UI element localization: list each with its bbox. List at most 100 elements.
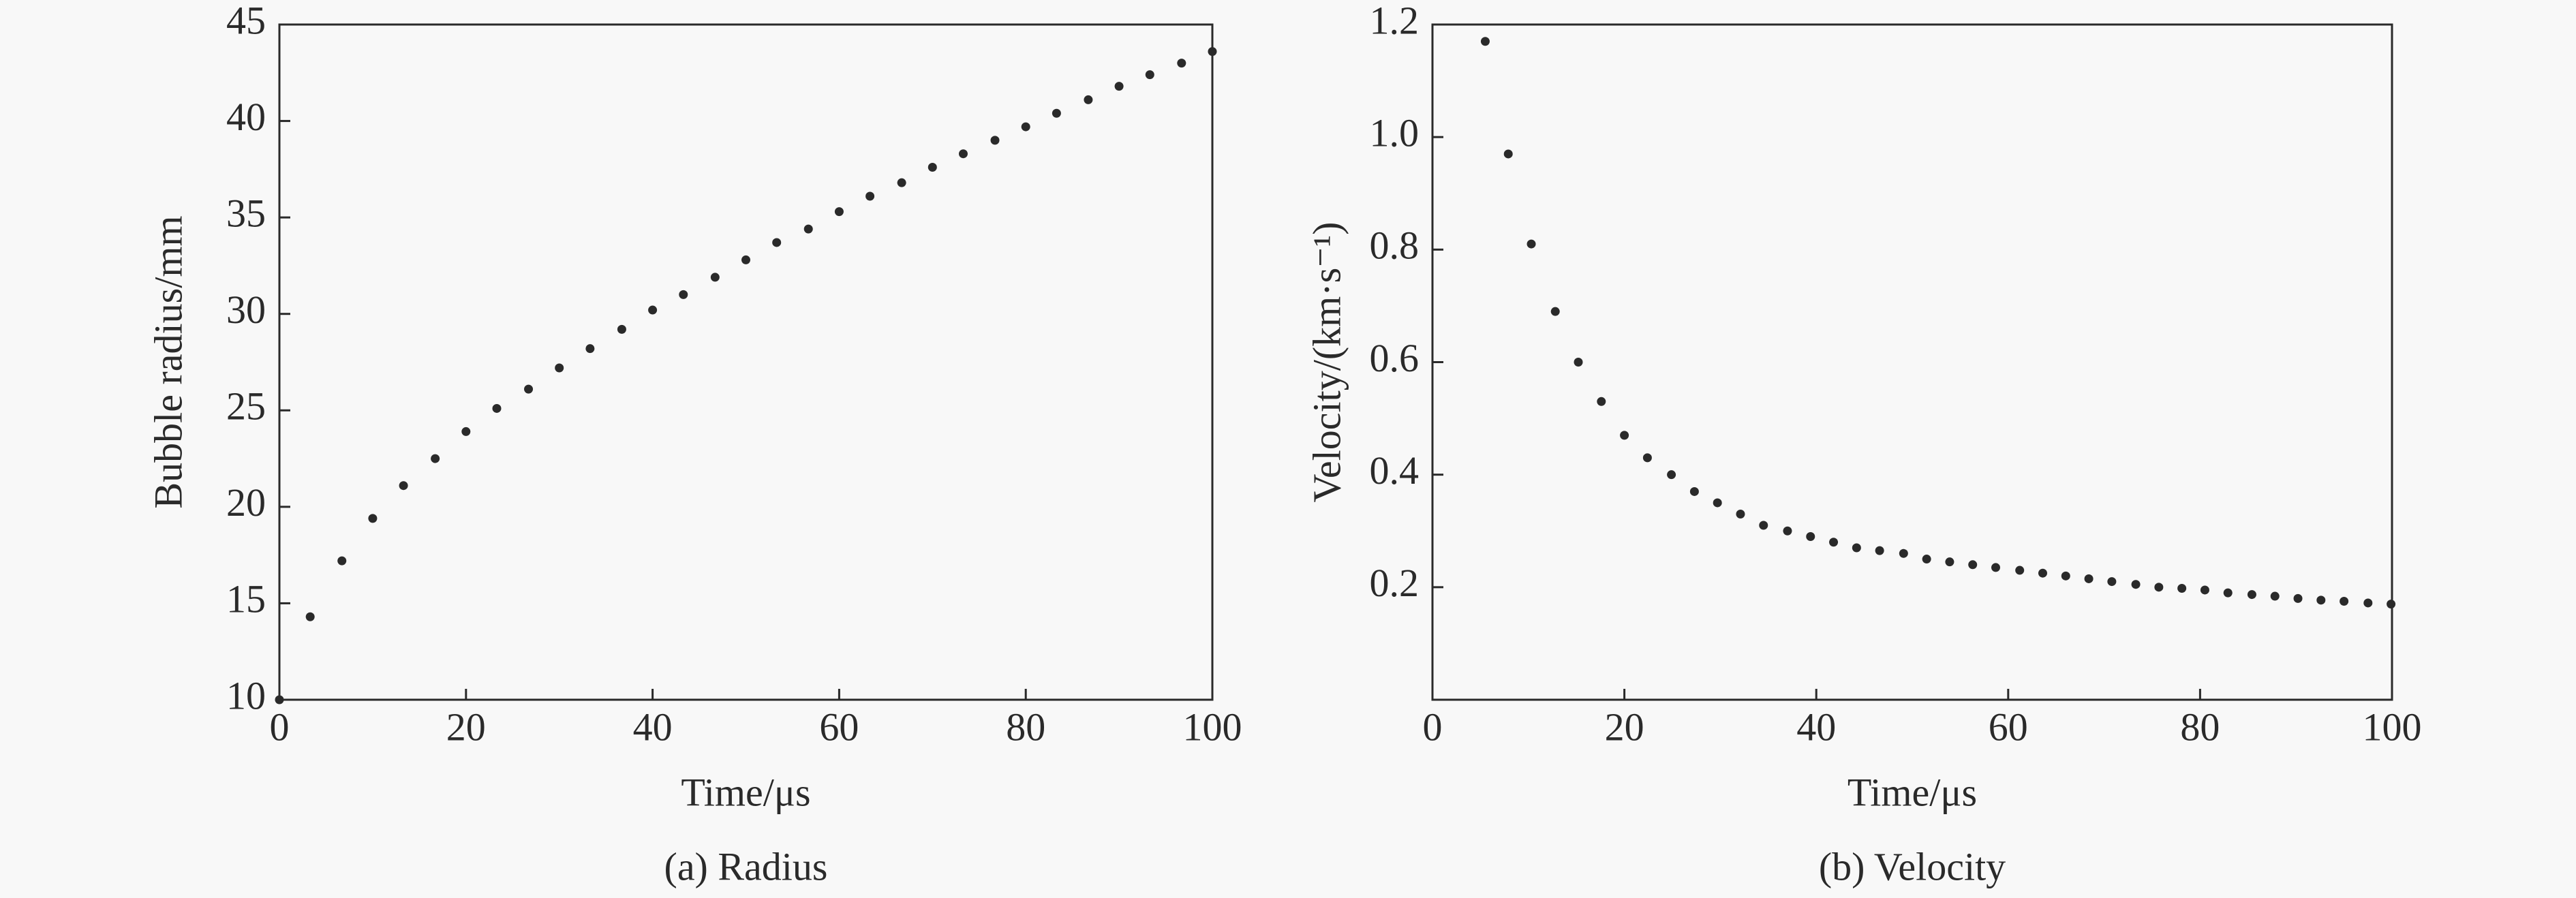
data-point: [2038, 568, 2047, 578]
y-tick-label: 20: [226, 480, 266, 525]
data-point: [2107, 577, 2117, 587]
data-point: [2247, 590, 2256, 600]
data-point: [1689, 486, 1699, 496]
y-tick-label: 0.2: [1370, 561, 1420, 605]
data-point: [1177, 59, 1186, 68]
data-point: [2270, 591, 2280, 601]
data-point: [1968, 560, 1978, 570]
data-point: [897, 178, 906, 187]
data-point: [1736, 509, 1745, 518]
data-point: [1145, 70, 1154, 80]
data-point: [1806, 532, 1815, 542]
data-point: [710, 273, 720, 282]
data-point: [1829, 538, 1839, 547]
data-point: [337, 556, 347, 566]
data-point: [741, 255, 750, 264]
data-point: [2340, 596, 2349, 606]
data-point: [2293, 593, 2303, 603]
y-tick-label: 10: [226, 673, 266, 717]
data-point: [2084, 574, 2094, 583]
y-tick-label: 0.6: [1370, 336, 1420, 380]
y-axis-title: Velocity/(km·s⁻¹): [1304, 221, 1349, 502]
data-point: [679, 290, 688, 299]
data-point: [368, 514, 378, 523]
data-point: [1021, 122, 1030, 131]
y-tick-label: 1.0: [1370, 110, 1420, 155]
data-point: [1620, 431, 1629, 440]
y-tick-label: 25: [226, 384, 266, 429]
data-point: [1597, 397, 1606, 406]
data-point: [1852, 543, 1861, 553]
x-tick-label: 20: [1605, 705, 1644, 749]
data-point: [772, 238, 782, 247]
subplot-caption: (a) Radius: [664, 844, 828, 888]
data-point: [1713, 498, 1722, 508]
data-point: [1480, 37, 1490, 46]
data-point: [1759, 521, 1768, 530]
data-point: [555, 363, 564, 373]
data-point: [2154, 583, 2164, 592]
x-tick-label: 0: [1423, 705, 1443, 749]
data-point: [990, 136, 1000, 145]
data-point: [399, 481, 408, 491]
y-tick-label: 0.4: [1370, 448, 1420, 493]
data-point: [834, 207, 844, 217]
data-point: [1503, 149, 1513, 159]
x-tick-label: 60: [1989, 705, 2028, 749]
data-point: [1875, 546, 1884, 555]
y-tick-label: 35: [226, 191, 266, 235]
x-tick-label: 100: [1183, 705, 1242, 749]
data-point: [461, 427, 471, 436]
data-point: [275, 695, 284, 705]
data-point: [1550, 307, 1560, 316]
data-point: [2177, 583, 2187, 593]
data-point: [305, 612, 315, 621]
data-point: [2061, 571, 2070, 580]
data-point: [958, 149, 968, 159]
data-point: [1114, 82, 1124, 91]
y-tick-label: 30: [226, 288, 266, 332]
data-point: [2223, 588, 2233, 598]
data-point: [1574, 358, 1583, 367]
y-tick-label: 45: [226, 0, 266, 42]
x-axis-title: Time/μs: [681, 770, 810, 814]
data-point: [1208, 47, 1217, 57]
x-tick-label: 40: [633, 705, 673, 749]
x-tick-label: 0: [270, 705, 290, 749]
x-tick-label: 60: [819, 705, 859, 749]
data-point: [1899, 548, 1908, 558]
x-axis-title: Time/μs: [1847, 770, 1977, 814]
data-point: [865, 191, 875, 201]
x-tick-label: 40: [1796, 705, 1836, 749]
data-point: [1527, 239, 1536, 249]
data-point: [431, 454, 440, 463]
x-tick-label: 80: [1006, 705, 1045, 749]
plot-frame: [278, 23, 1214, 701]
data-point: [2015, 566, 2025, 575]
data-point: [617, 324, 626, 334]
y-tick-label: 15: [226, 577, 266, 621]
y-tick-label: 40: [226, 95, 266, 139]
data-point: [1667, 470, 1676, 480]
data-point: [927, 163, 937, 172]
data-point: [2387, 600, 2396, 609]
data-point: [648, 305, 658, 315]
data-point: [803, 224, 813, 234]
data-point: [2363, 598, 2373, 608]
data-point: [492, 403, 502, 413]
y-tick-label: 1.2: [1370, 0, 1420, 42]
subplot-caption: (b) Velocity: [1819, 844, 2006, 888]
data-point: [2316, 595, 2326, 605]
data-point: [1642, 453, 1652, 463]
data-point: [1783, 526, 1792, 536]
y-tick-label: 0.8: [1370, 223, 1420, 268]
x-tick-label: 80: [2180, 705, 2220, 749]
data-point: [585, 344, 595, 354]
data-point: [1922, 555, 1931, 564]
y-axis-title: Bubble radius/mm: [146, 215, 190, 508]
data-point: [1945, 557, 1954, 567]
x-tick-label: 100: [2363, 705, 2422, 749]
data-point: [2200, 585, 2209, 595]
